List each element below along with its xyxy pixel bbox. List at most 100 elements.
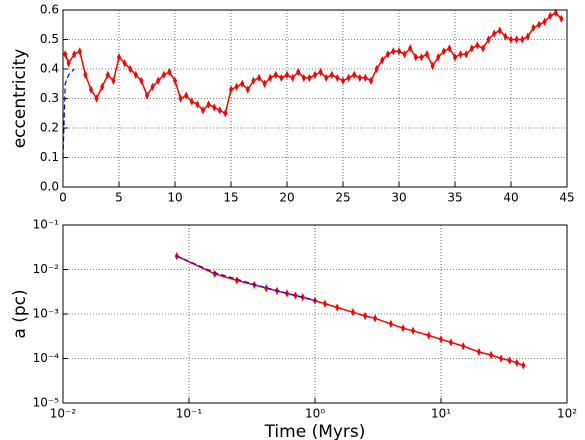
data-point (346, 73, 351, 82)
x-tick-label: 20 (279, 191, 294, 205)
y-tick-label: 10⁻⁴ (33, 351, 60, 365)
data-point (128, 64, 133, 74)
data-point (340, 76, 346, 85)
data-point (424, 50, 430, 59)
data-point (374, 64, 379, 74)
x-tick-label: 10⁻¹ (176, 407, 203, 421)
data-point (172, 76, 178, 85)
data-point (206, 100, 211, 109)
data-point (88, 85, 94, 94)
data-point (503, 32, 508, 41)
data-point (189, 97, 194, 106)
data-point (380, 56, 385, 65)
data-line (176, 255, 316, 302)
data-point (284, 70, 290, 80)
data-point (212, 103, 217, 112)
data-point (385, 50, 390, 59)
y-tick-label: 0.1 (40, 150, 59, 164)
data-point (363, 311, 368, 321)
data-point (480, 44, 486, 53)
data-point (441, 47, 446, 56)
data-point (335, 73, 340, 82)
data-point (447, 44, 452, 53)
data-point (508, 35, 514, 44)
data-point (426, 331, 431, 340)
data-point (264, 284, 269, 293)
data-point (521, 361, 526, 370)
data-point (105, 70, 110, 80)
data-point (245, 85, 250, 94)
data-point (335, 303, 340, 312)
data-point (514, 358, 519, 367)
data-point (111, 76, 116, 85)
data-point (438, 335, 444, 344)
y-axis-label: eccentricity (10, 49, 30, 149)
data-point (251, 76, 256, 85)
data-point (223, 109, 228, 118)
data-line (176, 255, 524, 367)
data-point (240, 79, 245, 88)
data-point (150, 82, 155, 91)
x-tick-label: 10¹ (431, 407, 451, 421)
data-point (419, 53, 424, 62)
data-point (475, 41, 480, 50)
y-tick-label: 0.2 (40, 121, 59, 135)
data-point (492, 29, 497, 38)
data-point (391, 47, 396, 56)
y-tick-label: 10⁻¹ (33, 218, 60, 232)
x-tick-label: 10 (167, 191, 182, 205)
x-tick-label: 10⁰ (305, 407, 325, 421)
data-point (486, 35, 491, 44)
data-point (195, 100, 200, 109)
y-tick-label: 0.5 (40, 32, 59, 46)
data-line (62, 68, 75, 158)
y-tick-label: 10⁻³ (33, 307, 60, 321)
data-point (174, 251, 179, 261)
x-tick-label: 40 (503, 191, 518, 205)
data-point (352, 70, 357, 80)
x-tick-label: 5 (115, 191, 123, 205)
data-point (268, 73, 273, 82)
data-point (312, 70, 318, 80)
y-tick-label: 10⁻⁵ (33, 396, 60, 410)
data-point (66, 58, 71, 68)
plot-frame (62, 9, 568, 188)
data-point (357, 73, 362, 82)
data-point (228, 85, 234, 94)
data-point (322, 299, 328, 308)
data-point (293, 291, 298, 300)
data-point (520, 35, 525, 44)
y-tick-label: 10⁻² (33, 262, 60, 276)
plot-frame (62, 224, 568, 404)
data-point (139, 76, 144, 85)
data-point (184, 91, 189, 100)
data-point (363, 73, 368, 82)
data-point (553, 8, 558, 18)
data-point (536, 20, 542, 29)
data-point (531, 23, 536, 32)
x-tick-label: 0 (59, 191, 67, 205)
data-point (324, 73, 329, 82)
x-tick-label: 30 (391, 191, 406, 205)
data-point (368, 76, 374, 85)
data-point (542, 17, 547, 26)
data-point (413, 53, 418, 62)
x-tick-label: 35 (447, 191, 462, 205)
data-point (133, 70, 138, 80)
data-point (559, 14, 564, 23)
data-point (296, 67, 301, 77)
x-tick-label: 25 (335, 191, 350, 205)
data-point (100, 82, 105, 91)
data-point (373, 314, 378, 323)
x-tick-label: 10² (557, 407, 577, 421)
data-point (514, 35, 519, 44)
data-point (167, 67, 172, 77)
data-point (464, 50, 469, 59)
data-point (497, 26, 502, 35)
data-point (329, 70, 334, 80)
data-point (200, 106, 206, 115)
data-point (83, 70, 88, 80)
y-tick-label: 0.0 (40, 180, 59, 194)
data-point (262, 79, 267, 88)
